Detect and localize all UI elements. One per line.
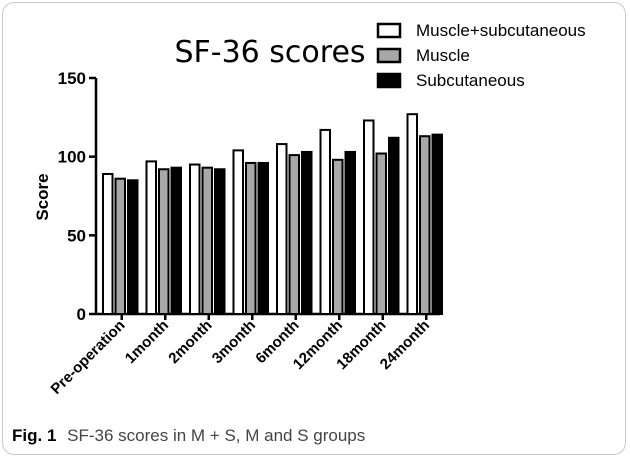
bar xyxy=(344,150,356,315)
bar xyxy=(214,168,226,315)
bar-chart: SF-36 scores Score 0 50 100 150 Pre-operatio… xyxy=(33,21,586,398)
bar xyxy=(102,172,114,315)
bar xyxy=(332,158,344,315)
bar xyxy=(189,163,201,315)
bar xyxy=(419,135,431,315)
bar xyxy=(406,113,418,316)
bar xyxy=(363,119,375,316)
x-tick-label: 2month xyxy=(165,317,215,367)
bar xyxy=(388,136,400,315)
x-tick-label: 1month xyxy=(122,317,172,367)
legend-label: Subcutaneous xyxy=(416,71,525,90)
legend-swatch xyxy=(376,47,402,64)
bar xyxy=(375,152,387,315)
chart-title: SF-36 scores xyxy=(174,35,365,70)
bar xyxy=(288,154,300,315)
bars xyxy=(102,113,443,316)
bar xyxy=(170,166,182,315)
bar xyxy=(301,150,313,315)
y-tick-label: 100 xyxy=(58,148,86,167)
bar xyxy=(319,128,331,315)
bar xyxy=(127,179,139,315)
figure-frame xyxy=(2,2,626,455)
bar xyxy=(145,160,157,315)
bar xyxy=(431,133,443,315)
bar xyxy=(114,177,126,315)
bar xyxy=(158,168,170,315)
legend-label: Muscle xyxy=(416,46,470,65)
legend: Muscle+subcutaneous Muscle Subcutaneous xyxy=(376,21,586,90)
bar xyxy=(245,161,257,315)
x-tick-label: 3month xyxy=(209,317,259,367)
bar xyxy=(232,149,244,315)
legend-label: Muscle+subcutaneous xyxy=(416,21,586,40)
x-tick-label: Pre-operation xyxy=(48,317,129,398)
caption-text: SF-36 scores in M + S, M and S groups xyxy=(67,426,366,445)
y-tick-label: 50 xyxy=(67,226,86,245)
figure-caption: Fig. 1 SF-36 scores in M + S, M and S gr… xyxy=(12,426,365,446)
y-axis-label: Score xyxy=(33,173,52,220)
y-tick-label: 150 xyxy=(58,69,86,88)
bar xyxy=(201,166,213,315)
caption-label: Fig. 1 xyxy=(12,426,57,445)
bar xyxy=(257,161,269,315)
legend-swatch xyxy=(376,22,402,39)
bar xyxy=(276,143,288,315)
legend-swatch xyxy=(376,72,402,89)
y-tick-label: 0 xyxy=(77,305,86,324)
